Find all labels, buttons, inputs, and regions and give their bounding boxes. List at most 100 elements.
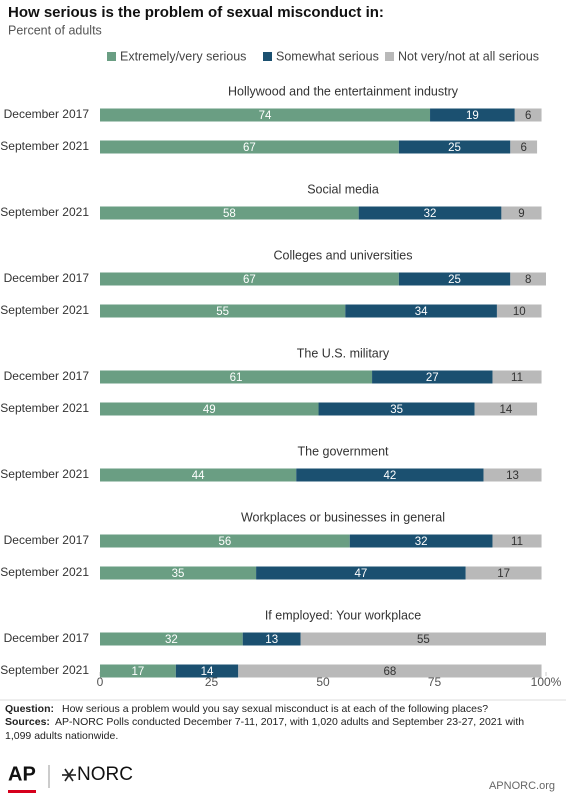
y-tick-label: September 2021 — [0, 401, 89, 415]
data-label: 13 — [506, 470, 519, 482]
data-label: 47 — [355, 568, 368, 580]
group-title: Hollywood and the entertainment industry — [228, 84, 459, 98]
bar-segment — [501, 206, 542, 220]
question: How serious a problem would you say sexu… — [62, 703, 488, 715]
y-tick-label: September 2021 — [0, 663, 89, 677]
data-label: 9 — [518, 208, 524, 220]
bar-segment — [474, 402, 538, 416]
bar-segment — [492, 370, 542, 384]
data-label: 14 — [499, 404, 512, 416]
logo-norc: NORC — [77, 764, 133, 785]
data-label: 55 — [417, 634, 430, 646]
bar-segment — [100, 304, 346, 318]
data-label: 27 — [426, 372, 439, 384]
bar-segment — [358, 206, 502, 220]
sources: AP-NORC Polls conducted December 7-11, 2… — [55, 716, 524, 728]
legend-label: Somewhat serious — [276, 49, 379, 63]
data-label: 32 — [415, 536, 428, 548]
y-tick-label: December 2017 — [4, 533, 90, 547]
data-label: 11 — [511, 372, 523, 384]
data-label: 17 — [497, 568, 510, 580]
bar-segment — [242, 632, 301, 646]
y-tick-label: December 2017 — [4, 369, 90, 383]
bar-segment — [398, 272, 511, 286]
bar-segment — [100, 140, 399, 154]
data-label: 13 — [265, 634, 278, 646]
bar-segment — [492, 534, 542, 548]
sources-label: Sources: — [5, 716, 50, 728]
data-label: 14 — [201, 666, 214, 678]
data-label: 8 — [525, 274, 531, 286]
data-label: 67 — [243, 142, 256, 154]
bar-segment — [238, 664, 542, 678]
question-label: Question: — [5, 703, 54, 715]
data-label: 19 — [466, 110, 479, 122]
chart-subtitle: Percent of adults — [8, 23, 102, 37]
bar-segment — [349, 534, 493, 548]
data-label: 11 — [511, 536, 523, 548]
bar-segment — [465, 566, 542, 580]
logo-underline — [8, 790, 36, 793]
data-label: 35 — [390, 404, 403, 416]
data-label: 58 — [223, 208, 236, 220]
bar-segment — [510, 140, 538, 154]
data-label: 49 — [203, 404, 216, 416]
bar-segment — [100, 566, 257, 580]
legend-swatch — [107, 52, 116, 61]
bar-segment — [514, 108, 542, 122]
data-label: 32 — [165, 634, 178, 646]
bar-segment — [496, 304, 542, 318]
bar-segment — [256, 566, 466, 580]
data-label: 56 — [218, 536, 231, 548]
bar-segment — [345, 304, 497, 318]
data-label: 6 — [525, 110, 531, 122]
bar-segment — [296, 468, 484, 482]
legend-label: Not very/not at all serious — [398, 49, 539, 63]
group-title: Social media — [307, 182, 379, 196]
group-title: The U.S. military — [297, 346, 390, 360]
y-tick-label: December 2017 — [4, 271, 90, 285]
legend-label: Extremely/very serious — [120, 49, 246, 63]
y-tick-label: September 2021 — [0, 303, 89, 317]
bar-segment — [100, 468, 297, 482]
data-label: 42 — [384, 470, 397, 482]
data-label: 44 — [192, 470, 205, 482]
bar-segment — [318, 402, 475, 416]
logo-ap: AP — [8, 763, 36, 785]
y-tick-label: September 2021 — [0, 139, 89, 153]
y-tick-label: December 2017 — [4, 107, 90, 121]
data-label: 35 — [172, 568, 185, 580]
data-label: 68 — [384, 666, 397, 678]
y-tick-label: September 2021 — [0, 205, 89, 219]
logo-star — [62, 768, 76, 782]
bar-segment — [100, 108, 431, 122]
bar-segment — [430, 108, 515, 122]
data-label: 67 — [243, 274, 256, 286]
group-title: Workplaces or businesses in general — [241, 510, 445, 524]
x-tick-label: 100% — [531, 675, 562, 689]
bar-segment — [483, 468, 542, 482]
data-label: 25 — [448, 142, 461, 154]
sources: 1,099 adults nationwide. — [5, 730, 118, 742]
data-label: 10 — [513, 306, 526, 318]
chart-title: How serious is the problem of sexual mis… — [8, 4, 384, 21]
x-tick-label: 25 — [205, 675, 219, 689]
group-title: Colleges and universities — [274, 248, 413, 262]
bar-segment — [100, 402, 319, 416]
data-label: 25 — [448, 274, 461, 286]
legend-swatch — [263, 52, 272, 61]
group-title: The government — [297, 444, 389, 458]
y-tick-label: December 2017 — [4, 631, 90, 645]
bar-segment — [398, 140, 511, 154]
bar-segment — [100, 272, 399, 286]
legend-swatch — [385, 52, 394, 61]
data-label: 55 — [216, 306, 229, 318]
x-tick-label: 75 — [428, 675, 442, 689]
data-label: 34 — [415, 306, 428, 318]
x-tick-label: 50 — [316, 675, 330, 689]
bar-segment — [372, 370, 493, 384]
bar-segment — [100, 370, 373, 384]
bar-segment — [100, 534, 350, 548]
bar-segment — [300, 632, 546, 646]
